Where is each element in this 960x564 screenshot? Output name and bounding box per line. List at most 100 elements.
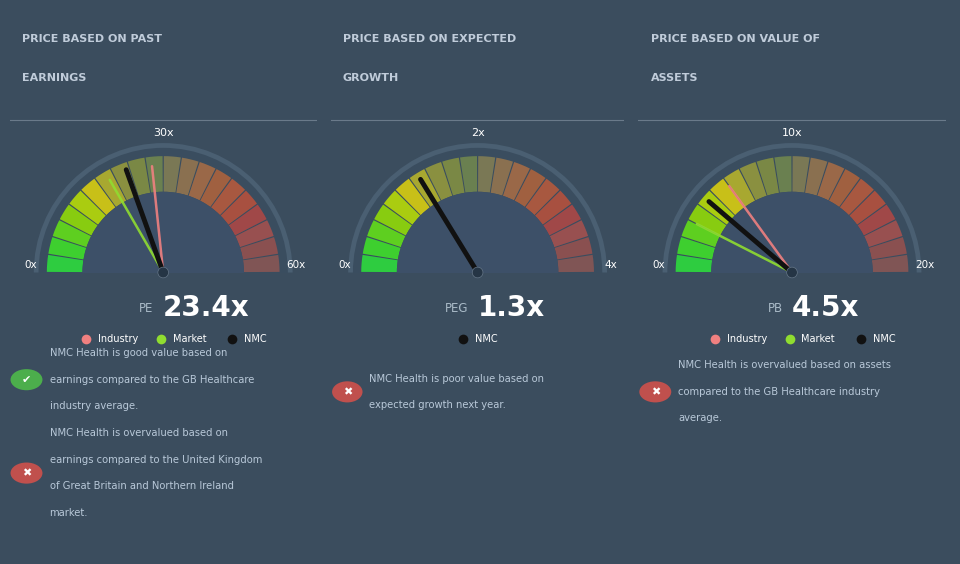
Polygon shape [329, 272, 626, 350]
Text: ASSETS: ASSETS [651, 73, 698, 83]
Text: expected growth next year.: expected growth next year. [370, 400, 506, 410]
Text: 30x: 30x [153, 129, 174, 138]
Wedge shape [410, 169, 441, 207]
Wedge shape [128, 158, 150, 196]
Wedge shape [374, 205, 412, 235]
Circle shape [349, 144, 606, 401]
Text: NMC: NMC [873, 334, 896, 344]
Wedge shape [850, 191, 886, 224]
Text: ✔: ✔ [22, 374, 31, 385]
Circle shape [396, 192, 559, 353]
Text: PRICE BASED ON EXPECTED: PRICE BASED ON EXPECTED [343, 34, 516, 44]
Text: earnings compared to the GB Healthcare: earnings compared to the GB Healthcare [50, 374, 253, 385]
Text: NMC Health is overvalued based on: NMC Health is overvalued based on [50, 429, 228, 438]
Text: Industry: Industry [727, 334, 767, 344]
Text: average.: average. [679, 413, 723, 423]
Text: PEG: PEG [444, 302, 468, 315]
Wedge shape [864, 220, 902, 247]
Text: 60x: 60x [287, 261, 306, 270]
Wedge shape [60, 205, 98, 235]
Wedge shape [111, 162, 138, 200]
Wedge shape [756, 158, 779, 196]
Wedge shape [550, 220, 588, 247]
Circle shape [11, 369, 42, 390]
Wedge shape [221, 191, 257, 224]
Wedge shape [361, 255, 397, 272]
Text: NMC Health is good value based on: NMC Health is good value based on [50, 349, 227, 358]
Wedge shape [555, 237, 592, 259]
Wedge shape [48, 237, 86, 259]
Wedge shape [872, 255, 908, 272]
Wedge shape [792, 156, 809, 193]
Text: market.: market. [50, 508, 88, 518]
Wedge shape [211, 179, 245, 215]
Circle shape [11, 462, 42, 484]
Wedge shape [240, 237, 278, 259]
Wedge shape [491, 158, 513, 196]
Text: 0x: 0x [24, 261, 36, 270]
Wedge shape [682, 220, 720, 247]
Circle shape [83, 192, 244, 353]
Wedge shape [829, 169, 860, 207]
Text: PRICE BASED ON PAST: PRICE BASED ON PAST [22, 34, 162, 44]
Wedge shape [53, 220, 91, 247]
Text: NMC Health is poor value based on: NMC Health is poor value based on [370, 374, 544, 384]
Wedge shape [348, 143, 607, 272]
Text: 1.3x: 1.3x [477, 294, 544, 322]
Text: 0x: 0x [338, 261, 351, 270]
Text: PB: PB [767, 302, 782, 315]
Polygon shape [14, 272, 312, 350]
Wedge shape [662, 143, 922, 272]
Wedge shape [688, 205, 727, 235]
Wedge shape [363, 237, 400, 259]
Wedge shape [515, 169, 545, 207]
Wedge shape [69, 191, 106, 224]
Text: of Great Britain and Northern Ireland: of Great Britain and Northern Ireland [50, 481, 233, 491]
Text: ✖: ✖ [343, 387, 352, 397]
Text: 20x: 20x [916, 261, 935, 270]
Wedge shape [177, 158, 199, 196]
Text: ✖: ✖ [22, 468, 31, 478]
Text: compared to the GB Healthcare industry: compared to the GB Healthcare industry [679, 387, 880, 397]
Text: earnings compared to the United Kingdom: earnings compared to the United Kingdom [50, 455, 262, 465]
Wedge shape [163, 156, 180, 193]
Text: Market: Market [173, 334, 206, 344]
Wedge shape [724, 169, 755, 207]
Text: ✖: ✖ [651, 387, 660, 397]
Wedge shape [817, 162, 844, 200]
Text: Industry: Industry [98, 334, 138, 344]
Text: industry average.: industry average. [50, 401, 138, 411]
Wedge shape [82, 179, 115, 215]
Wedge shape [146, 156, 163, 193]
Text: PRICE BASED ON VALUE OF: PRICE BASED ON VALUE OF [651, 34, 820, 44]
Wedge shape [503, 162, 530, 200]
Wedge shape [425, 162, 452, 200]
Circle shape [639, 381, 671, 403]
Wedge shape [869, 237, 907, 259]
Wedge shape [775, 156, 792, 193]
Wedge shape [525, 179, 560, 215]
Text: 0x: 0x [653, 261, 665, 270]
Wedge shape [188, 162, 215, 200]
Wedge shape [396, 179, 430, 215]
Text: 2x: 2x [470, 129, 485, 138]
Text: 4.5x: 4.5x [792, 294, 859, 322]
Text: NMC: NMC [244, 334, 267, 344]
Wedge shape [676, 255, 712, 272]
Wedge shape [201, 169, 231, 207]
Wedge shape [460, 156, 477, 193]
Wedge shape [698, 191, 734, 224]
Text: GROWTH: GROWTH [343, 73, 399, 83]
Wedge shape [558, 255, 594, 272]
Wedge shape [367, 220, 405, 247]
Circle shape [472, 267, 483, 278]
Wedge shape [740, 162, 767, 200]
Wedge shape [95, 169, 126, 207]
Circle shape [711, 192, 873, 353]
Polygon shape [643, 272, 941, 350]
Circle shape [157, 267, 169, 278]
Circle shape [786, 267, 798, 278]
Circle shape [35, 144, 292, 401]
Circle shape [332, 381, 363, 403]
Wedge shape [805, 158, 828, 196]
